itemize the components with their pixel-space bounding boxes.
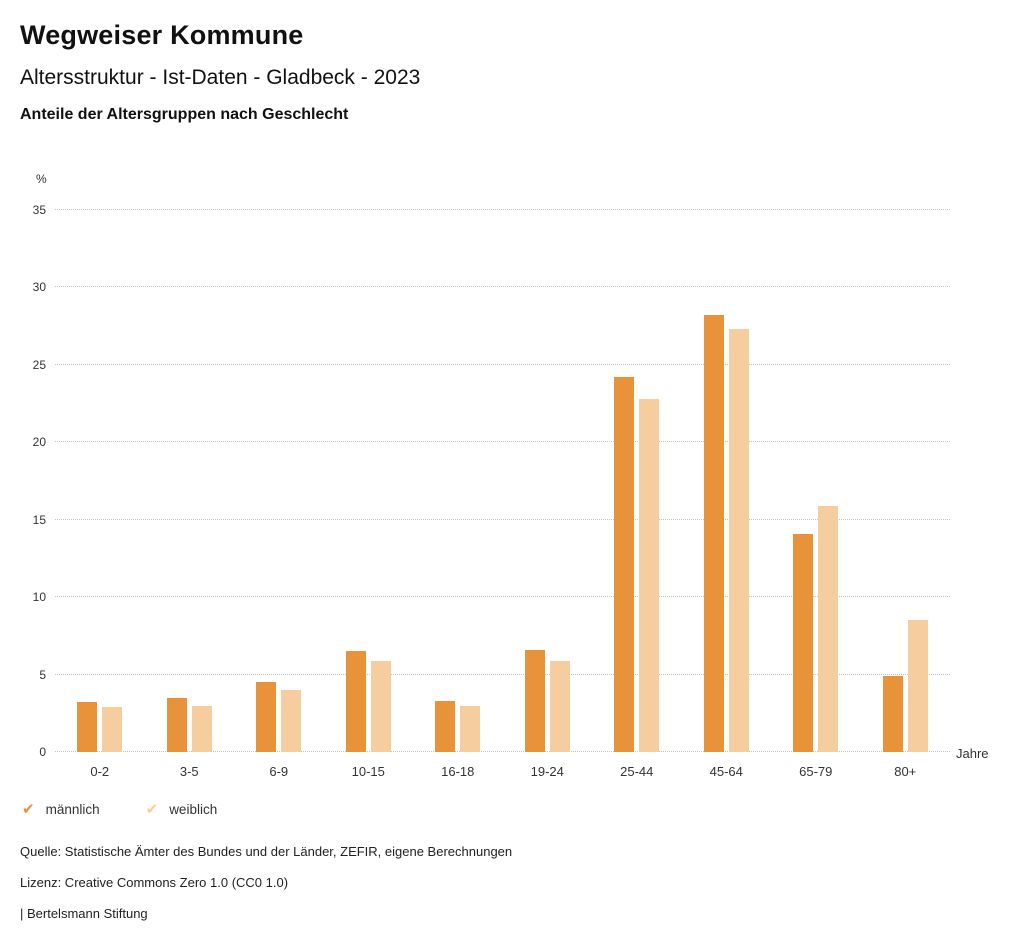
bar-männlich[interactable] xyxy=(435,700,456,752)
plot-area: 0 5 10 15 20 25 30 35 0-2 3-5 6-9 10-15 16-18 19-24 2… xyxy=(33,203,951,779)
bar-group: 10-15 xyxy=(324,210,414,779)
check-icon: ✔ xyxy=(22,801,35,818)
bar-männlich[interactable] xyxy=(77,702,98,752)
bar-group: 25-44 xyxy=(592,210,682,779)
x-tick-label: 6-9 xyxy=(269,764,289,779)
chart-heading: Anteile der Altersgruppen nach Geschlech… xyxy=(20,106,349,123)
gridline xyxy=(55,751,950,752)
bar-group: 0-2 xyxy=(55,210,145,779)
y-axis-unit-label: % xyxy=(36,172,47,186)
bar-männlich[interactable] xyxy=(166,697,187,752)
footer-attribution: | Bertelsmann Stiftung xyxy=(20,906,148,921)
bar-männlich[interactable] xyxy=(882,676,903,752)
bar-weiblich[interactable] xyxy=(370,660,391,752)
legend-item-männlich[interactable]: ✔ männlich xyxy=(22,802,100,817)
bar-weiblich[interactable] xyxy=(281,690,302,752)
bar-groups: 0-2 3-5 6-9 10-15 16-18 19-24 25-44 45-64 65-79 8… xyxy=(55,210,951,779)
y-tick-label: 35 xyxy=(32,203,46,217)
y-axis: 0 5 10 15 20 25 30 35 xyxy=(10,203,46,759)
x-tick-label: 25-44 xyxy=(620,764,654,779)
gridline xyxy=(55,286,950,288)
bar-weiblich[interactable] xyxy=(639,398,660,752)
bar-group: 3-5 xyxy=(145,210,235,779)
bar-weiblich[interactable] xyxy=(907,620,928,752)
page-subtitle: Altersstruktur - Ist-Daten - Gladbeck - … xyxy=(20,66,421,89)
bar-group: 19-24 xyxy=(503,210,593,779)
x-tick-label: 65-79 xyxy=(799,764,833,779)
bar-group: 80+ xyxy=(861,210,951,779)
gridline xyxy=(55,441,950,443)
y-tick-label: 20 xyxy=(32,435,46,450)
gridline xyxy=(55,673,950,675)
y-tick-label: 15 xyxy=(32,512,46,527)
bar-group: 45-64 xyxy=(682,210,772,779)
legend-item-weiblich[interactable]: ✔ weiblich xyxy=(146,802,218,817)
y-tick-label: 30 xyxy=(32,280,46,295)
gridline xyxy=(55,518,950,520)
bar-weiblich[interactable] xyxy=(549,660,570,752)
check-icon: ✔ xyxy=(145,801,159,818)
x-tick-label: 3-5 xyxy=(179,764,199,779)
gridline-layer xyxy=(55,209,950,752)
x-tick-label: 80+ xyxy=(894,764,917,779)
x-axis-unit-label: Jahre xyxy=(956,746,989,761)
bar-männlich[interactable] xyxy=(345,651,366,752)
x-tick-label: 16-18 xyxy=(441,764,475,779)
bar-weiblich[interactable] xyxy=(191,705,212,752)
gridline xyxy=(55,363,950,365)
bar-group: 16-18 xyxy=(413,210,503,779)
gridline xyxy=(55,596,950,598)
x-tick-label: 45-64 xyxy=(709,764,743,779)
bar-weiblich[interactable] xyxy=(460,705,481,752)
legend: ✔ männlich ✔ weiblich xyxy=(22,802,217,817)
footer-source: Quelle: Statistische Ämter des Bundes un… xyxy=(20,844,513,859)
legend-label: weiblich xyxy=(169,802,218,817)
bar-männlich[interactable] xyxy=(793,533,814,752)
bar-weiblich[interactable] xyxy=(818,505,839,752)
bar-group: 65-79 xyxy=(771,210,861,779)
legend-label: männlich xyxy=(45,802,100,817)
page-title: Wegweiser Kommune xyxy=(20,20,304,50)
y-tick-label: 25 xyxy=(32,357,46,372)
gridline xyxy=(55,209,950,210)
bar-männlich[interactable] xyxy=(256,682,277,752)
bar-männlich[interactable] xyxy=(614,377,635,752)
y-tick-label: 10 xyxy=(32,590,46,605)
footer-license: Lizenz: Creative Commons Zero 1.0 (CC0 1… xyxy=(20,875,289,890)
bar-männlich[interactable] xyxy=(703,315,724,752)
y-tick-label: 5 xyxy=(39,667,46,682)
x-tick-label: 10-15 xyxy=(351,764,385,779)
bar-weiblich[interactable] xyxy=(728,329,749,752)
y-tick-label: 0 xyxy=(39,745,46,759)
bar-männlich[interactable] xyxy=(524,649,545,752)
bar-weiblich[interactable] xyxy=(102,707,123,752)
bar-group: 6-9 xyxy=(234,210,324,779)
x-tick-label: 0-2 xyxy=(90,764,110,779)
x-tick-label: 19-24 xyxy=(530,764,564,779)
